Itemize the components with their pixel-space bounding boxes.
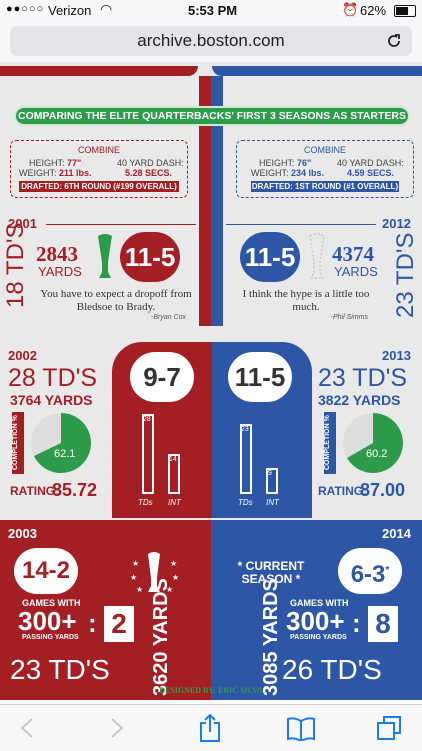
- infographic: COMPARING THE ELITE QUARTERBACKS' FIRST …: [0, 62, 422, 700]
- reload-icon[interactable]: [386, 33, 402, 49]
- trophy-stars-icon: ★ ★ ★ ★ ★ ★: [130, 552, 179, 594]
- brady-quote: You have to expect a dropoff from Bledso…: [40, 288, 192, 313]
- luck-td-bar: [240, 424, 252, 494]
- signal-icon: ●●○○○: [6, 3, 45, 15]
- luck-2012-tds: 23 TD'S: [392, 232, 419, 318]
- address-bar[interactable]: archive.boston.com: [10, 26, 412, 56]
- alarm-icon: ⏰: [342, 2, 359, 17]
- svg-text:★: ★: [172, 573, 179, 582]
- trophy-outline-icon: [309, 233, 325, 279]
- url-text: archive.boston.com: [137, 31, 285, 50]
- battery-percent: 62%: [360, 3, 387, 18]
- trophy-icon: [98, 234, 112, 278]
- tabs-icon[interactable]: [376, 715, 404, 741]
- designer-credit: DESIGNED BY: ERIC SILVA: [159, 686, 263, 695]
- bookmarks-icon[interactable]: [286, 717, 316, 741]
- luck-2013-tds: 23 TD'S: [318, 364, 408, 392]
- brady-completion-pie: [31, 412, 92, 473]
- brady-2003-tds: 23 TD'S: [10, 654, 110, 685]
- svg-text:★: ★: [136, 585, 143, 594]
- luck-2014-tds: 26 TD'S: [282, 654, 382, 685]
- clock: 5:53 PM: [188, 3, 238, 18]
- luck-combine-card: COMBINE HEIGHT: 76" WEIGHT: 234 lbs. 40 …: [236, 140, 414, 198]
- luck-2012-yards: 4374: [332, 242, 374, 266]
- brady-2001-tds: 18 TD'S: [2, 222, 29, 308]
- brady-td-bar: [142, 414, 154, 494]
- luck-completion-pie: [343, 413, 403, 473]
- brady-int-bar: [168, 454, 180, 494]
- carrier-label: Verizon: [48, 3, 92, 18]
- svg-text:★: ★: [132, 559, 139, 568]
- brady-300-count: 2: [104, 606, 134, 642]
- brady-2003-record: 14-2: [14, 548, 78, 594]
- luck-300-count: 8: [368, 606, 398, 642]
- current-season-label: * CURRENT SEASON *: [237, 559, 305, 586]
- svg-text:★: ★: [130, 573, 137, 582]
- svg-text:★: ★: [166, 585, 173, 594]
- brady-2002-record: 9-7: [130, 352, 194, 402]
- brady-year-2001: 2001: [8, 216, 37, 231]
- brady-combine-card: COMBINE HEIGHT: 77" WEIGHT: 211 lbs. 40 …: [10, 140, 188, 198]
- status-bar: ●●○○○ Verizon ◠ 5:53 PM ⏰ 62%: [0, 0, 422, 22]
- share-icon[interactable]: [198, 713, 222, 743]
- brady-draft: DRAFTED: 6TH ROUND (#199 OVERALL): [19, 181, 179, 192]
- browser-toolbar: [0, 704, 422, 751]
- luck-year-2012: 2012: [382, 216, 411, 231]
- brady-2001-yards: 2843: [36, 242, 78, 266]
- address-bar-container: archive.boston.com: [0, 22, 422, 62]
- luck-int-bar: [266, 468, 278, 494]
- battery-icon: [394, 5, 416, 17]
- back-icon[interactable]: [20, 717, 34, 739]
- wifi-icon: ◠: [100, 1, 113, 17]
- brady-2001-record: 11-5: [120, 232, 180, 282]
- luck-rating: 87.00: [360, 480, 406, 500]
- luck-2014-record: 6-3*: [338, 548, 402, 594]
- brady-2002-tds: 28 TD'S: [8, 364, 98, 392]
- luck-quote: I think the hype is a little too much.: [242, 288, 370, 313]
- forward-icon[interactable]: [110, 717, 124, 739]
- luck-2012-record: 11-5: [240, 232, 300, 282]
- brady-rating: 85.72: [52, 480, 98, 500]
- svg-text:★: ★: [170, 559, 177, 568]
- title-banner: COMPARING THE ELITE QUARTERBACKS' FIRST …: [14, 106, 410, 126]
- luck-draft: DRAFTED: 1ST ROUND (#1 OVERALL): [251, 181, 399, 192]
- luck-2013-record: 11-5: [228, 352, 292, 402]
